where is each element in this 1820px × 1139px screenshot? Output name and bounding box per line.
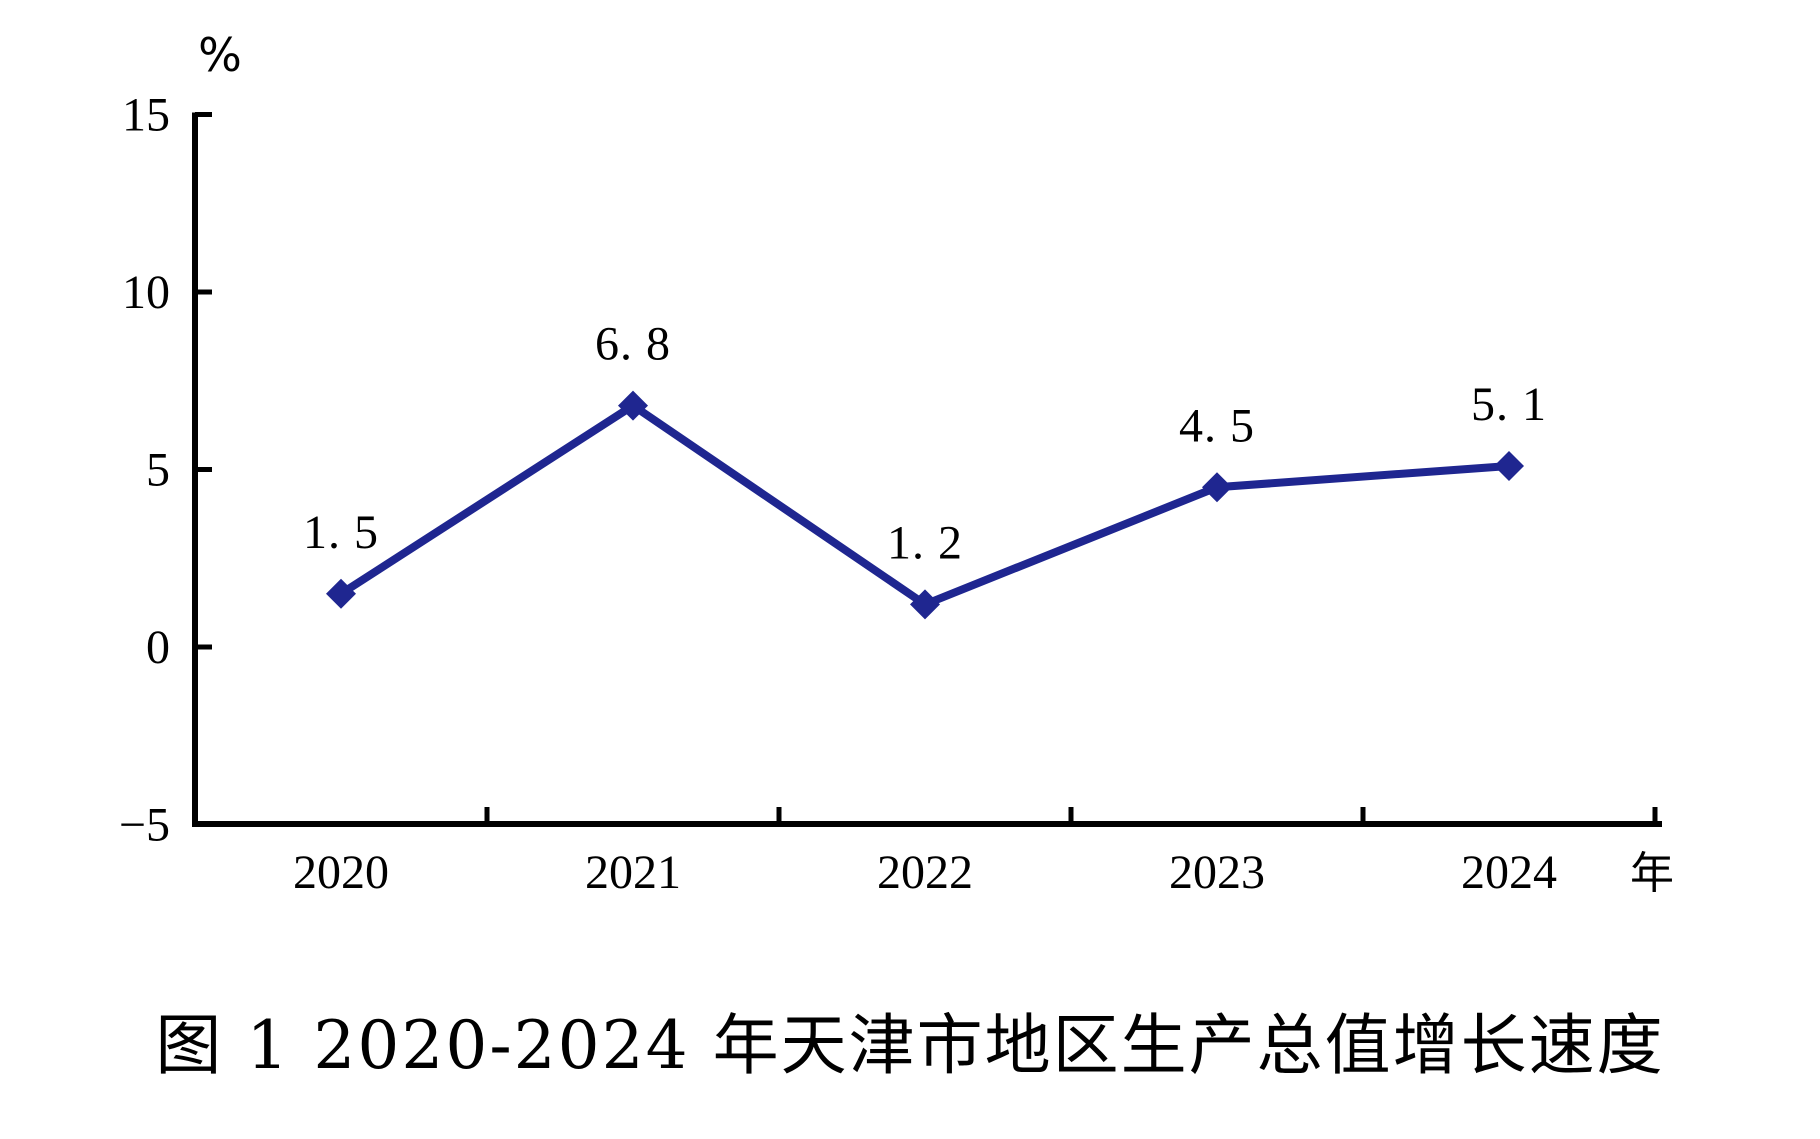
data-point-label: 1. 2 — [887, 516, 963, 569]
y-tick-label: 15 — [122, 89, 170, 142]
y-tick-label: 10 — [122, 266, 170, 319]
axis-line — [192, 112, 1662, 827]
y-axis-unit-label: % — [198, 28, 242, 82]
data-point-marker — [326, 578, 356, 609]
data-point-label: 1. 5 — [303, 506, 379, 559]
data-point-marker — [910, 589, 940, 620]
data-point-label: 4. 5 — [1179, 399, 1255, 452]
labels-layer: 15 10 5 0 −5 2020 2021 2022 2023 2024 1. 5 6. 8 1. 2… — [119, 89, 1557, 900]
data-point-label: 5. 1 — [1471, 378, 1547, 431]
y-tick-label: 0 — [146, 621, 170, 674]
data-point-marker — [618, 390, 648, 421]
x-tick-label: 2022 — [877, 846, 973, 899]
y-tick-label: 5 — [146, 444, 170, 497]
data-point-label: 6. 8 — [595, 318, 671, 371]
y-tick-label: −5 — [119, 799, 170, 852]
data-series — [326, 390, 1524, 620]
x-axis-unit-label: 年 — [1630, 848, 1674, 899]
data-point-marker — [1494, 450, 1524, 481]
x-tick-label: 2023 — [1169, 846, 1265, 899]
x-tick-label: 2020 — [293, 846, 389, 899]
data-point-marker — [1202, 472, 1232, 503]
data-line — [338, 400, 1510, 609]
x-tick-label: 2021 — [585, 846, 681, 899]
axes — [192, 112, 1662, 827]
chart-title: 图 1 2020-2024 年天津市地区生产总值增长速度 — [155, 1007, 1665, 1084]
x-tick-label: 2024 — [1461, 846, 1557, 899]
